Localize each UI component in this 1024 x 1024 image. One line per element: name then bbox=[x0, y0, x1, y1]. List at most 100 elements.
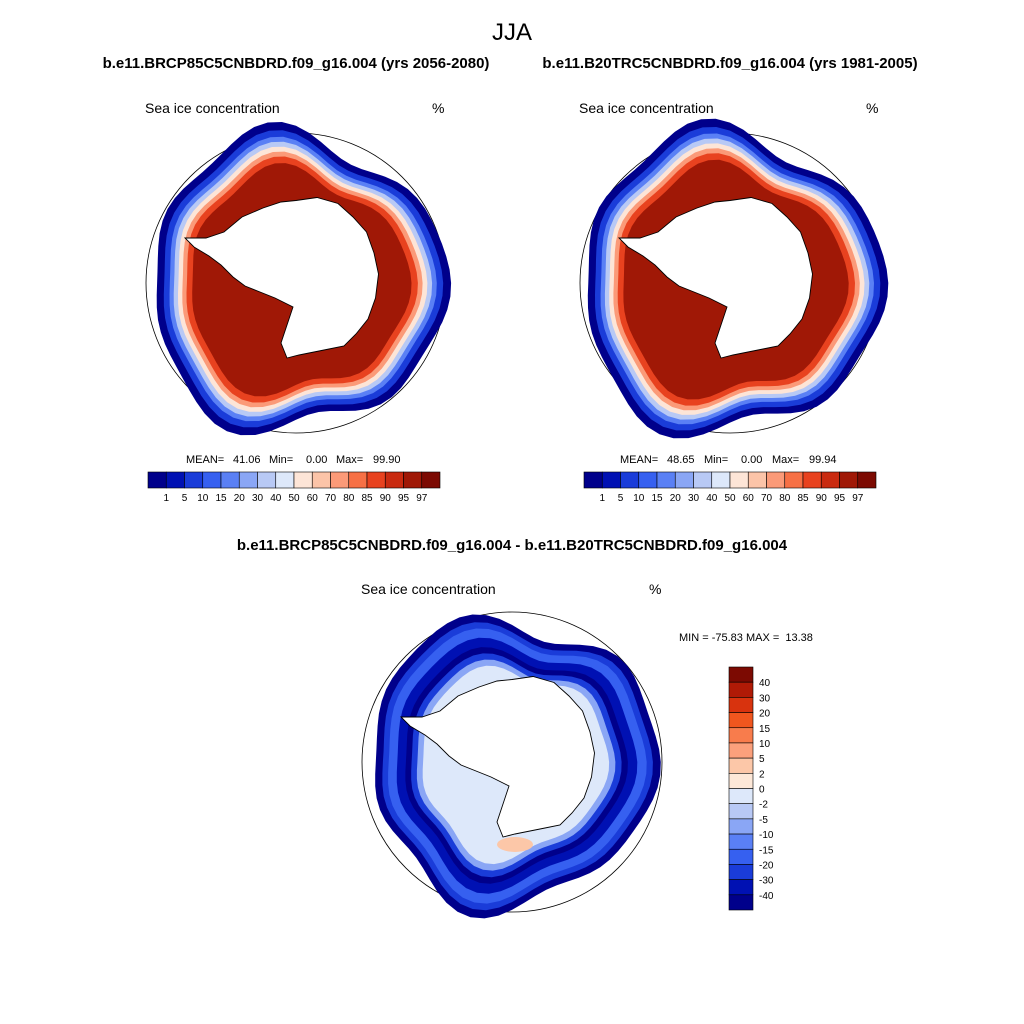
colorbar-tick-label: -2 bbox=[759, 800, 768, 811]
colorbar-swatch bbox=[728, 697, 754, 713]
antarctica-coastline bbox=[617, 197, 813, 359]
colorbar-swatch bbox=[820, 471, 840, 489]
panel-right-stats: MEAN= 48.65 Min= 0.00 Max= 99.94 bbox=[620, 454, 837, 466]
diff-positive-patch bbox=[497, 837, 533, 852]
colorbar-swatch bbox=[728, 788, 754, 804]
colorbar-swatch bbox=[728, 757, 754, 774]
panel-left-colorbar: 1 5 10 15 20 30 40 50 60 70 80 85 90 95 97 bbox=[147, 471, 441, 504]
panel-right-map bbox=[579, 118, 889, 439]
colorbar-swatch bbox=[802, 471, 822, 489]
colorbar-tick-label: 40 bbox=[706, 493, 718, 504]
colorbar-swatch bbox=[147, 471, 167, 489]
panel-left-title: b.e11.BRCP85C5CNBDRD.f09_g16.004 (yrs 20… bbox=[103, 55, 490, 72]
colorbar-swatch bbox=[729, 471, 749, 489]
colorbar-swatch bbox=[184, 471, 204, 489]
colorbar-tick-label: 60 bbox=[743, 493, 755, 504]
colorbar-swatch bbox=[857, 471, 877, 489]
panel-right-min-value: 0.00 bbox=[741, 454, 762, 466]
colorbar-tick-label: 50 bbox=[724, 493, 736, 504]
colorbar-tick-label: 40 bbox=[270, 493, 282, 504]
colorbar-tick-label: 90 bbox=[816, 493, 828, 504]
colorbar-swatch bbox=[728, 742, 754, 759]
colorbar-tick-label: 80 bbox=[343, 493, 355, 504]
colorbar-tick-label: -20 bbox=[759, 860, 774, 871]
panel-right-title: b.e11.B20TRC5CNBDRD.f09_g16.004 (yrs 198… bbox=[542, 55, 917, 72]
colorbar-tick-label: 60 bbox=[307, 493, 319, 504]
colorbar-swatch bbox=[728, 666, 754, 683]
colorbar-swatch bbox=[165, 471, 185, 489]
panel-left-mean-label: MEAN= bbox=[186, 454, 224, 466]
colorbar-tick-label: 70 bbox=[325, 493, 337, 504]
colorbar-tick-label: 80 bbox=[779, 493, 791, 504]
colorbar-swatch bbox=[601, 471, 621, 489]
colorbar-swatch bbox=[220, 471, 240, 489]
season-title: JJA bbox=[492, 19, 532, 46]
colorbar-swatch bbox=[656, 471, 676, 489]
panel-diff: Sea ice concentration % MIN = -75.83 MAX… bbox=[361, 581, 813, 919]
panel-left-mean-value: 41.06 bbox=[233, 454, 261, 466]
panel-right-mean-label: MEAN= bbox=[620, 454, 658, 466]
colorbar-swatch bbox=[728, 681, 754, 698]
panel-right-max-value: 99.94 bbox=[809, 454, 837, 466]
colorbar-tick-label: 5 bbox=[759, 754, 765, 765]
colorbar-swatch bbox=[403, 471, 423, 489]
colorbar-swatch bbox=[728, 879, 754, 896]
colorbar-tick-label: 0 bbox=[759, 785, 765, 796]
colorbar-tick-label: 20 bbox=[670, 493, 682, 504]
panel-right-max-label: Max= bbox=[772, 454, 799, 466]
colorbar-tick-label: 97 bbox=[852, 493, 864, 504]
panel-right-min-label: Min= bbox=[704, 454, 728, 466]
panel-right: Sea ice concentration % MEAN= 48.65 Min=… bbox=[579, 100, 889, 504]
colorbar-swatch bbox=[238, 471, 258, 489]
panel-left-stats: MEAN= 41.06 Min= 0.00 Max= 99.90 bbox=[186, 454, 401, 466]
colorbar-tick-label: 5 bbox=[182, 493, 188, 504]
colorbar-swatch bbox=[384, 471, 404, 489]
panel-left-variable-label: Sea ice concentration bbox=[145, 100, 280, 116]
colorbar-tick-label: 40 bbox=[759, 678, 771, 689]
panel-left-min-label: Min= bbox=[269, 454, 293, 466]
colorbar-swatch bbox=[583, 471, 603, 489]
panel-left: Sea ice concentration % MEAN= 41.06 Min=… bbox=[145, 100, 452, 504]
panel-diff-map bbox=[361, 611, 663, 919]
colorbar-tick-label: 97 bbox=[416, 493, 428, 504]
colorbar-swatch bbox=[728, 818, 754, 835]
colorbar-swatch bbox=[293, 471, 313, 489]
panel-left-units: % bbox=[432, 100, 444, 116]
colorbar-tick-label: 85 bbox=[797, 493, 809, 504]
panel-diff-minmax: MIN = -75.83 MAX = 13.38 bbox=[679, 632, 813, 644]
colorbar-swatch bbox=[275, 471, 295, 489]
panel-right-colorbar: 1 5 10 15 20 30 40 50 60 70 80 85 90 95 97 bbox=[583, 471, 877, 504]
colorbar-tick-label: 15 bbox=[215, 493, 227, 504]
colorbar-tick-label: 30 bbox=[759, 693, 771, 704]
colorbar-swatch bbox=[728, 773, 754, 789]
colorbar-tick-label: 95 bbox=[398, 493, 410, 504]
colorbar-swatch bbox=[839, 471, 859, 489]
colorbar-swatch bbox=[202, 471, 222, 489]
colorbar-tick-label: 15 bbox=[759, 724, 771, 735]
colorbar-tick-label: 30 bbox=[252, 493, 264, 504]
colorbar-swatch bbox=[257, 471, 277, 489]
colorbar-swatch bbox=[674, 471, 694, 489]
colorbar-tick-label: 10 bbox=[197, 493, 209, 504]
panel-left-min-value: 0.00 bbox=[306, 454, 327, 466]
colorbar-swatch bbox=[348, 471, 368, 489]
panel-diff-title: b.e11.BRCP85C5CNBDRD.f09_g16.004 - b.e11… bbox=[237, 537, 788, 554]
colorbar-swatch bbox=[620, 471, 640, 489]
colorbar-tick-label: 20 bbox=[759, 709, 771, 720]
colorbar-swatch bbox=[711, 471, 731, 489]
colorbar-swatch bbox=[728, 833, 754, 850]
colorbar-tick-label: 95 bbox=[834, 493, 846, 504]
colorbar-tick-label: 2 bbox=[759, 769, 765, 780]
panel-left-map bbox=[145, 122, 452, 436]
panel-right-variable-label: Sea ice concentration bbox=[579, 100, 714, 116]
panel-left-max-value: 99.90 bbox=[373, 454, 401, 466]
colorbar-swatch bbox=[728, 712, 754, 729]
colorbar-tick-label: 5 bbox=[618, 493, 624, 504]
colorbar-tick-label: 15 bbox=[651, 493, 663, 504]
panel-diff-variable-label: Sea ice concentration bbox=[361, 581, 496, 597]
colorbar-tick-label: 30 bbox=[688, 493, 700, 504]
colorbar-swatch bbox=[747, 471, 767, 489]
colorbar-swatch bbox=[421, 471, 441, 489]
colorbar-tick-label: -15 bbox=[759, 845, 774, 856]
